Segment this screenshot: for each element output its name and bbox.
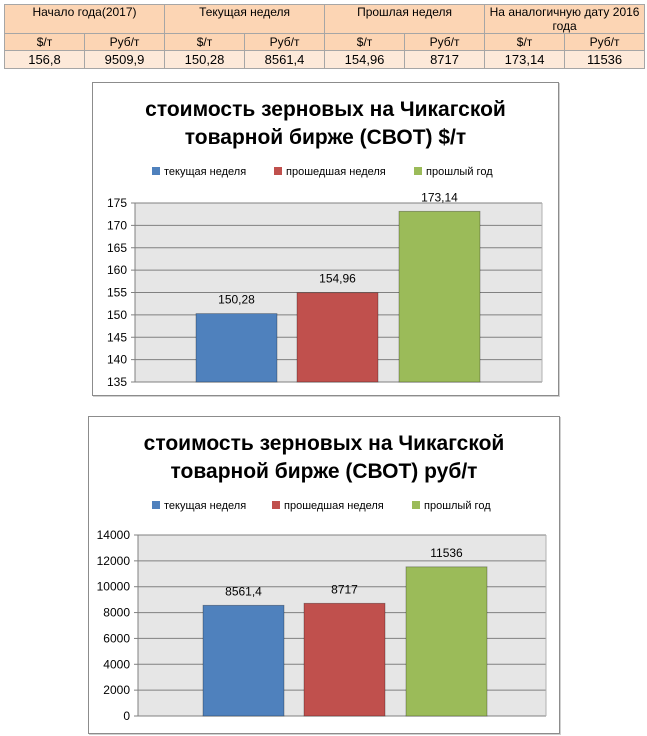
y-tick-label: 4000 bbox=[103, 657, 130, 671]
value-cell: 8561,4 bbox=[244, 50, 326, 69]
chart-rub-per-ton: стоимость зерновых на Чикагской товарной … bbox=[88, 416, 560, 734]
legend-swatch bbox=[274, 167, 282, 175]
chart-title-line: стоимость зерновых на Чикагской bbox=[145, 98, 506, 121]
unit-cell: $/т bbox=[4, 33, 85, 51]
y-tick-label: 12000 bbox=[97, 554, 131, 568]
legend-label: текущая неделя bbox=[164, 166, 246, 178]
y-tick-label: 14000 bbox=[97, 528, 131, 542]
chart-title-line: товарной бирже (СВОТ) $/т bbox=[185, 126, 466, 149]
header-same-date-2016: На аналогичную дату 2016 года bbox=[484, 4, 646, 34]
value-cell: 8717 bbox=[404, 50, 486, 69]
data-label: 173,14 bbox=[421, 190, 458, 204]
y-tick-label: 155 bbox=[107, 286, 127, 300]
unit-cell: Руб/т bbox=[244, 33, 326, 51]
y-tick-label: 145 bbox=[107, 330, 127, 344]
y-tick-label: 140 bbox=[107, 353, 127, 367]
legend-label: текущая неделя bbox=[164, 500, 246, 512]
chart-title-line: стоимость зерновых на Чикагской bbox=[144, 432, 505, 455]
y-tick-label: 165 bbox=[107, 241, 127, 255]
data-label: 154,96 bbox=[319, 272, 356, 286]
value-cell: 150,28 bbox=[164, 50, 246, 69]
data-label: 150,28 bbox=[218, 293, 255, 307]
chart-usd-svg: стоимость зерновых на Чикагской товарной … bbox=[107, 98, 543, 389]
chart-title-line: товарной бирже (СВОТ) руб/т bbox=[171, 460, 478, 483]
unit-cell: $/т bbox=[484, 33, 566, 51]
bar bbox=[405, 566, 488, 717]
legend-label: прошедшая неделя bbox=[284, 500, 384, 512]
y-tick-label: 175 bbox=[107, 196, 127, 210]
chart-rub-svg: стоимость зерновых на Чикагской товарной … bbox=[97, 432, 547, 723]
legend-swatch bbox=[152, 501, 160, 509]
bar bbox=[296, 292, 379, 383]
bar bbox=[303, 602, 386, 717]
legend-swatch bbox=[412, 501, 420, 509]
data-label: 8561,4 bbox=[225, 584, 262, 598]
unit-cell: Руб/т bbox=[404, 33, 486, 51]
y-tick-label: 150 bbox=[107, 308, 127, 322]
price-table: Начало года(2017) Текущая неделя Прошлая… bbox=[3, 4, 646, 69]
value-cell: 11536 bbox=[564, 50, 646, 69]
value-cell: 173,14 bbox=[484, 50, 566, 69]
data-label: 8717 bbox=[331, 582, 358, 596]
unit-cell: $/т bbox=[324, 33, 406, 51]
legend-swatch bbox=[272, 501, 280, 509]
y-tick-label: 10000 bbox=[97, 580, 131, 594]
unit-cell: Руб/т bbox=[83, 33, 166, 51]
y-tick-label: 8000 bbox=[103, 606, 130, 620]
unit-cell: Руб/т bbox=[564, 33, 646, 51]
legend-swatch bbox=[152, 167, 160, 175]
value-cell: 154,96 bbox=[324, 50, 406, 69]
value-cell: 9509,9 bbox=[83, 50, 166, 69]
legend-label: прошедшая неделя bbox=[286, 166, 386, 178]
y-tick-label: 160 bbox=[107, 263, 127, 277]
header-start-of-year: Начало года(2017) bbox=[3, 4, 166, 34]
y-tick-label: 0 bbox=[123, 709, 130, 723]
value-cell: 156,8 bbox=[4, 50, 85, 69]
data-label: 11536 bbox=[430, 546, 463, 560]
y-tick-label: 170 bbox=[107, 218, 127, 232]
y-tick-label: 6000 bbox=[103, 631, 130, 645]
header-previous-week: Прошлая неделя bbox=[324, 4, 486, 34]
y-tick-label: 2000 bbox=[103, 683, 130, 697]
bar bbox=[202, 604, 285, 717]
chart-usd-per-ton: стоимость зерновых на Чикагской товарной … bbox=[92, 82, 559, 396]
unit-cell: $/т bbox=[164, 33, 246, 51]
bar bbox=[195, 313, 278, 383]
legend-label: прошлый год bbox=[424, 500, 491, 512]
legend-swatch bbox=[414, 167, 422, 175]
legend-label: прошлый год bbox=[426, 166, 493, 178]
y-tick-label: 135 bbox=[107, 375, 127, 389]
bar bbox=[398, 210, 481, 383]
header-current-week: Текущая неделя bbox=[164, 4, 326, 34]
